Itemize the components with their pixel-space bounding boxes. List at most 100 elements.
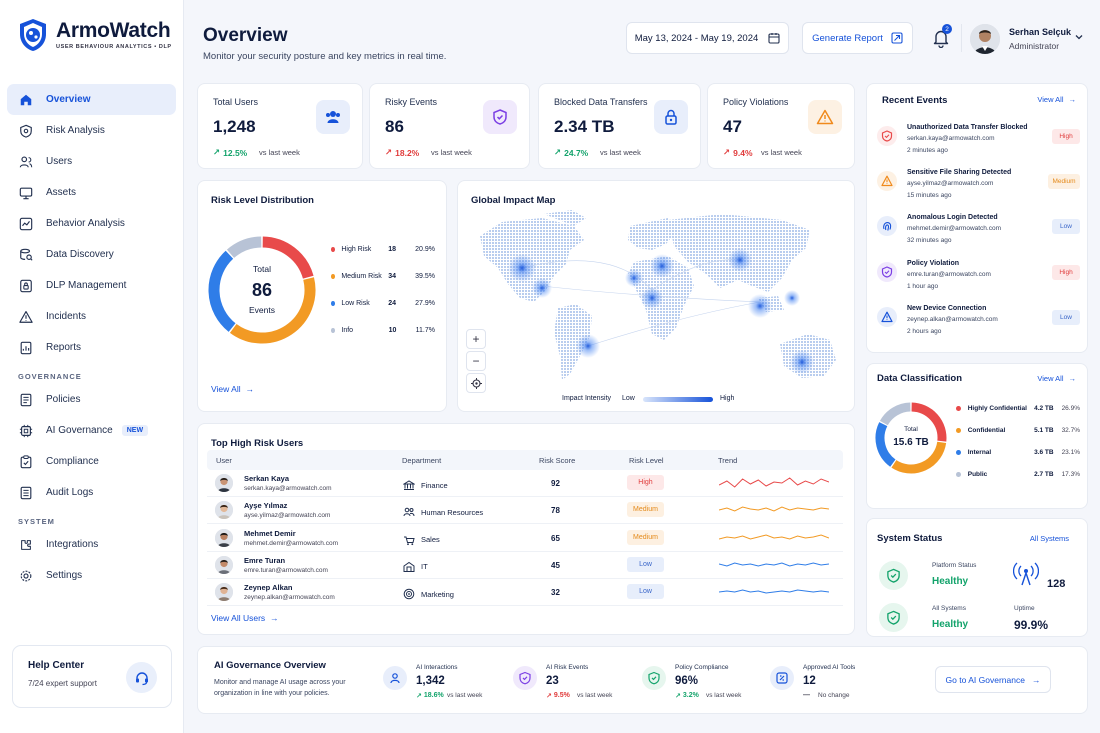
table-row[interactable]: Zeynep Alkan zeynep.alkan@armowatch.com … [207,579,843,607]
user-name[interactable]: Serhan Selçuk [1009,27,1072,37]
department-label: IT [421,562,428,572]
donut-slice-medium-risk[interactable] [229,277,316,344]
risk-legend-row[interactable]: Low Risk 24 27.9% [331,300,435,307]
map-locate-button[interactable] [466,373,486,393]
nav-item-ai-governance[interactable]: AI Governance NEW [7,415,176,446]
nav-label: AI Governance [46,425,113,436]
donut-slice-public[interactable] [879,402,911,426]
nav-item-behavior-analysis[interactable]: Behavior Analysis [7,208,176,239]
date-range-picker[interactable]: May 13, 2024 - May 19, 2024 [626,22,789,54]
user-name[interactable]: Serkan Kaya [244,474,290,483]
donut-slice-low-risk[interactable] [208,250,236,332]
nav-item-risk-analysis[interactable]: Risk Analysis [7,115,176,146]
nav-item-incidents[interactable]: Incidents [7,301,176,332]
event-item[interactable]: Unauthorized Data Transfer Blocked serka… [876,122,1082,166]
event-item[interactable]: Sensitive File Sharing Detected ayse.yil… [876,167,1082,211]
world-map[interactable] [462,206,850,394]
table-row[interactable]: Mehmet Demir mehmet.demir@armowatch.com … [207,525,843,552]
chevron-down-icon[interactable] [1074,32,1084,42]
generate-report-button[interactable]: Generate Report [802,22,913,54]
trend-sparkline [719,477,829,488]
nav-item-dlp-management[interactable]: DLP Management [7,270,176,301]
signal-value: 128 [1047,578,1066,590]
user-avatar [215,528,233,547]
table-row[interactable]: Ayşe Yılmaz ayse.yilmaz@armowatch.com Hu… [207,497,843,525]
all-systems-link[interactable]: All Systems [1029,534,1069,543]
kpi-card-blocked-data-transfers[interactable]: Blocked Data Transfers 2.34 TB ↗ 24.7% vs… [538,83,701,169]
risk-legend-row[interactable]: High Risk 18 20.9% [331,246,435,253]
kpi-card-policy-violations[interactable]: Policy Violations 47 ↗ 9.4% vs last week [707,83,855,169]
event-time: 2 hours ago [907,327,942,335]
legend-dot [331,301,336,306]
dc-legend-row[interactable]: Internal 3.6 TB 23.1% [956,449,1080,456]
kpi-card-risky-events[interactable]: Risky Events 86 ↗ 18.2% vs last week [369,83,530,169]
donut-center-unit: Events [249,305,275,315]
users-icon [316,100,350,134]
map-legend-high: High [720,395,735,402]
nav-item-overview[interactable]: Overview [7,84,176,115]
nav-item-data-discovery[interactable]: Data Discovery [7,239,176,270]
nav-item-policies[interactable]: Policies [7,384,176,415]
donut-slice-info[interactable] [226,236,262,259]
map-zoom-in-button[interactable]: + [466,329,486,349]
view-all-users-link[interactable]: View All Users → [211,613,279,623]
nav-item-settings[interactable]: Settings [7,560,176,591]
ai-metric-trend: ↗ 18.6% [416,692,444,700]
risk-distribution-title: Risk Level Distribution [211,195,314,206]
headset-icon[interactable] [126,662,157,693]
donut-slice-internal[interactable] [875,422,896,467]
nav-item-audit-logs[interactable]: Audit Logs [7,477,176,508]
risk-donut-chart [208,236,316,344]
nav-item-integrations[interactable]: Integrations [7,529,176,560]
donut-slice-highly-confidential[interactable] [911,402,947,442]
table-row[interactable]: Serkan Kaya serkan.kaya@armowatch.com Fi… [207,470,843,497]
user-name[interactable]: Zeynep Alkan [244,583,293,593]
ai-metric-trend-label: vs last week [447,692,483,699]
event-title: Policy Violation [907,259,959,267]
user-email: zeynep.alkan@armowatch.com [244,594,335,602]
col-trend: Trend [718,456,738,465]
nav-item-users[interactable]: Users [7,146,176,177]
risk-distribution-card: Risk Level Distribution View All → [197,180,447,412]
table-row[interactable]: Emre Turan emre.turan@armowatch.com IT 4… [207,552,843,579]
event-item[interactable]: New Device Connection zeynep.alkan@armow… [876,303,1082,347]
risk-legend-row[interactable]: Medium Risk 34 39.5% [331,273,435,280]
risk-legend-row[interactable]: Info 10 11.7% [331,327,435,334]
dc-legend-row[interactable]: Highly Confidential 4.2 TB 26.9% [956,405,1080,412]
kpi-trend-label: vs last week [259,148,300,157]
nav-label: Risk Analysis [46,125,105,136]
event-item[interactable]: Anomalous Login Detected mehmet.demir@ar… [876,212,1082,256]
dc-legend-row[interactable]: Public 2.7 TB 17.3% [956,471,1080,478]
donut-slice-high-risk[interactable] [262,236,314,279]
go-to-ai-governance-button[interactable]: Go to AI Governance → [935,666,1051,693]
kpi-trend: ↗ 18.2% [385,147,419,158]
data-classification-view-all[interactable]: View All → [1037,374,1076,383]
ai-metric-label: AI Risk Events [546,664,589,671]
map-zoom-out-button[interactable]: − [466,351,486,371]
risk-view-all-link[interactable]: View All → [211,384,254,394]
nav-item-assets[interactable]: Assets [7,177,176,208]
users-icon [19,156,33,167]
dc-label: Internal [967,449,992,456]
risk-level-badge: Low [627,584,664,600]
help-center-card[interactable]: Help Center 7/24 expert support [12,645,172,708]
kpi-trend-label: vs last week [600,148,641,157]
warning-icon [19,310,33,323]
server-icon [403,561,415,572]
user-name[interactable]: Mehmet Demir [244,528,296,538]
legend-count: 10 [388,327,397,334]
recent-events-view-all[interactable]: View All → [1037,95,1076,104]
ai-metric-trend-value: 9.5% [553,692,570,699]
user-name[interactable]: Ayşe Yılmaz [244,501,288,511]
kpi-card-total-users[interactable]: Total Users 1,248 ↗ 12.5% vs last week [197,83,363,169]
main-nav: Overview Risk Analysis Users Assets Beha… [7,84,176,591]
dc-legend-row[interactable]: Confidential 5.1 TB 32.7% [956,427,1080,434]
logo[interactable]: ArmoWatch USER BEHAVIOUR ANALYTICS • DLP [18,18,172,52]
nav-item-reports[interactable]: Reports [7,332,176,363]
user-name[interactable]: Emre Turan [244,555,286,565]
donut-slice-confidential[interactable] [891,441,947,474]
user-avatar[interactable] [970,24,1000,54]
nav-item-compliance[interactable]: Compliance [7,446,176,477]
event-item[interactable]: Policy Violation emre.turan@armowatch.co… [876,258,1082,302]
brand-tagline: USER BEHAVIOUR ANALYTICS • DLP [56,44,172,50]
